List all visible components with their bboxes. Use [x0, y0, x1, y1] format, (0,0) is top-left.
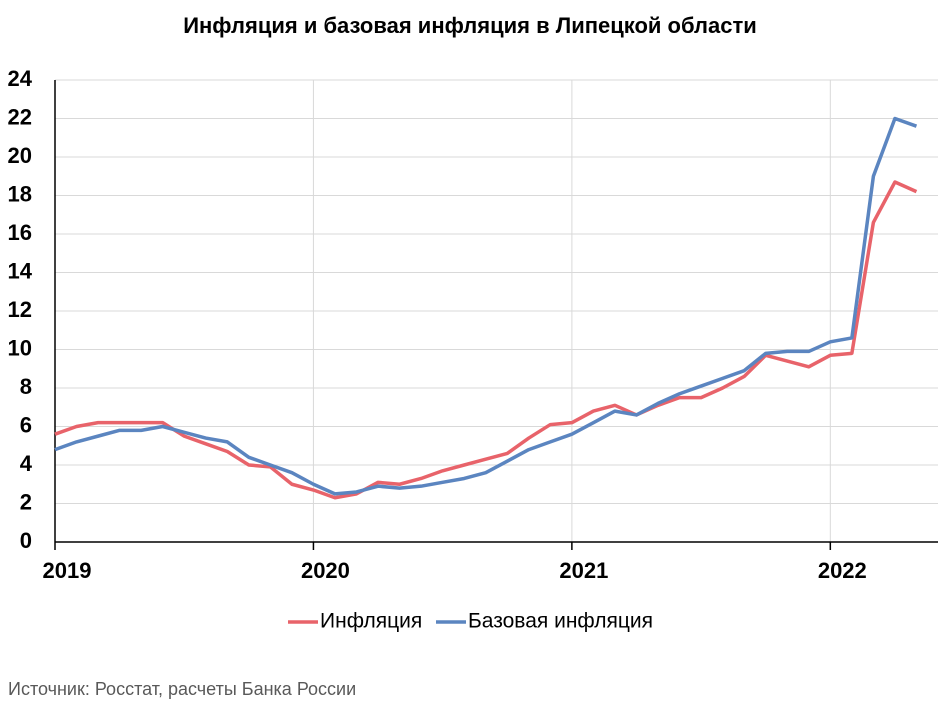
y-tick-label: 22 [8, 104, 32, 129]
x-tick-label: 2019 [43, 558, 92, 583]
chart-title: Инфляция и базовая инфляция в Липецкой о… [183, 13, 757, 38]
source: Источник: Росстат, расчеты Банка России [8, 679, 356, 699]
y-tick-label: 6 [20, 412, 32, 437]
x-tick-label: 2020 [301, 558, 350, 583]
y-tick-label: 24 [8, 66, 33, 91]
y-tick-label: 20 [8, 143, 32, 168]
x-tick-label: 2021 [559, 558, 608, 583]
y-tick-label: 8 [20, 374, 32, 399]
y-tick-label: 16 [8, 220, 32, 245]
y-tick-label: 4 [20, 451, 33, 476]
series-line [54, 180, 918, 500]
legend-label: Базовая инфляция [468, 610, 653, 633]
y-tick-label: 0 [20, 528, 32, 553]
x-tick-label: 2022 [818, 558, 867, 583]
y-tick-label: 12 [8, 297, 32, 322]
y-tick-label: 18 [8, 181, 32, 206]
legend-label: Инфляция [320, 610, 422, 633]
y-tick-label: 10 [8, 335, 32, 360]
y-tick-label: 14 [8, 258, 33, 283]
series-line [54, 116, 918, 496]
y-tick-label: 2 [20, 489, 32, 514]
